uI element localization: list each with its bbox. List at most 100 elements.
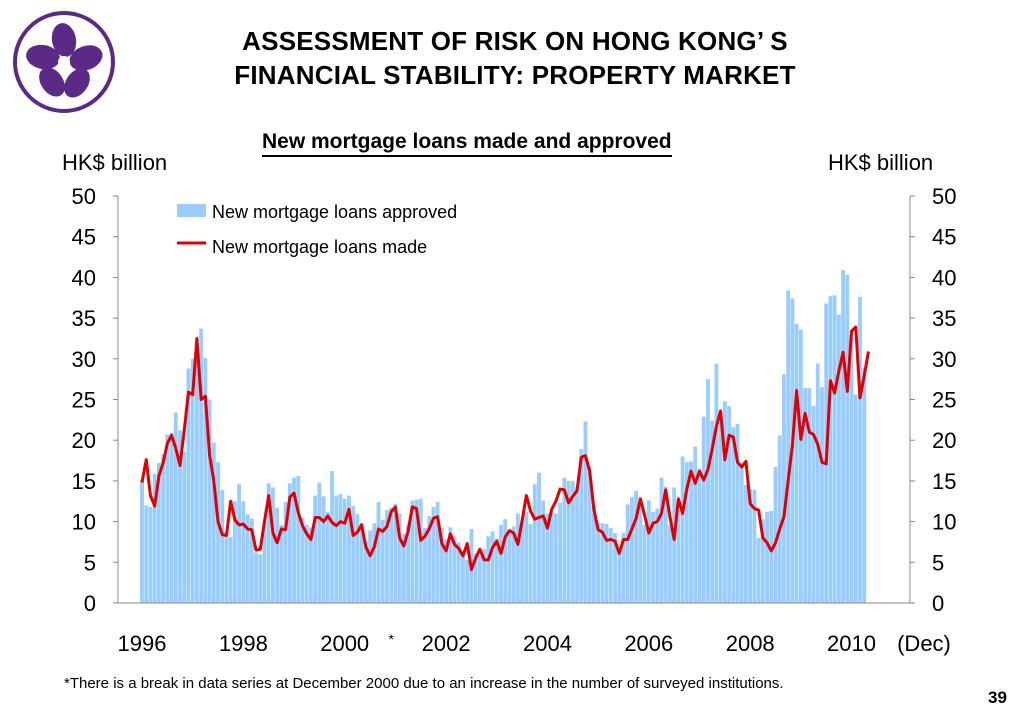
bar-approved [144, 505, 149, 603]
y-tick-label-left: 45 [72, 225, 96, 250]
x-tick-label: 2008 [726, 631, 775, 656]
bar-approved [325, 511, 330, 603]
bar-approved [617, 549, 622, 603]
bar-approved [836, 314, 841, 603]
bar-approved [706, 379, 710, 603]
page-number: 39 [988, 688, 1007, 707]
y-tick-label-left: 50 [72, 184, 96, 209]
bar-approved [845, 274, 850, 603]
bar-approved [722, 401, 727, 603]
bar-approved [554, 513, 558, 603]
bar-approved [423, 528, 427, 603]
bar-approved [756, 537, 761, 603]
bar-approved [511, 526, 516, 603]
x-tick-label: 2004 [523, 631, 572, 656]
bar-approved [389, 507, 394, 603]
bar-approved [216, 462, 220, 603]
bar-approved [718, 415, 723, 603]
bar-approved [596, 522, 601, 603]
bar-approved [207, 399, 212, 603]
chart-title: New mortgage loans made and approved [262, 130, 672, 157]
slide-title-line1: ASSESSMENT OF RISK ON HONG KONG’ S [242, 26, 788, 56]
bar-approved [782, 374, 786, 603]
y-tick-label-right: 5 [932, 550, 944, 575]
bar-approved [477, 555, 482, 603]
bar-approved [296, 476, 301, 603]
bar-approved [676, 510, 681, 603]
bar-approved [714, 363, 719, 603]
bar-approved [368, 530, 372, 603]
slide-title: ASSESSMENT OF RISK ON HONG KONG’ S FINAN… [120, 24, 910, 92]
x-tick-label: 2006 [624, 631, 673, 656]
bar-approved [777, 435, 782, 603]
bar-approved [376, 502, 381, 603]
bar-approved [545, 513, 550, 603]
bar-approved [579, 449, 584, 603]
x-tick-label: 2010 [827, 631, 876, 656]
bar-approved [435, 502, 440, 603]
bar-approved [575, 486, 579, 603]
bar-approved [448, 527, 453, 603]
bar-approved [431, 506, 436, 603]
bar-approved [321, 496, 326, 603]
y-tick-label-left: 0 [84, 591, 96, 616]
bar-approved [427, 515, 432, 603]
bar-approved [849, 337, 854, 603]
bar-approved [266, 483, 271, 603]
bar-approved [583, 421, 588, 603]
bar-approved [211, 442, 216, 603]
bar-approved [642, 524, 647, 603]
bar-approved [161, 454, 166, 603]
bar-approved [275, 507, 280, 603]
bar-approved [165, 434, 170, 603]
bar-approved [659, 477, 664, 603]
bar-approved [672, 487, 677, 603]
bar-approved [748, 489, 753, 603]
bar-approved [292, 477, 296, 603]
legend: New mortgage loans approved New mortgage… [177, 202, 457, 257]
bar-approved [853, 394, 858, 603]
bar-approved [701, 416, 706, 603]
bar-approved [592, 505, 596, 603]
bar-approved [760, 519, 765, 603]
tick-labels: 0 0 5 5 10 10 15 15 20 20 25 25 30 30 35 35 40 40 45 45 50 50… [72, 184, 957, 656]
bar-approved [503, 519, 508, 603]
bar-approved [494, 538, 499, 603]
chart-axes [113, 195, 915, 604]
bars-approved [140, 270, 867, 603]
bar-approved [828, 296, 833, 603]
bar-approved [148, 506, 153, 603]
line-made [140, 325, 870, 572]
bar-approved [727, 406, 731, 603]
bar-approved [689, 461, 693, 603]
bar-approved [228, 537, 233, 603]
bar-approved [621, 533, 626, 603]
y-tick-label-left: 25 [72, 388, 96, 413]
bar-approved [604, 524, 609, 603]
bar-approved [680, 456, 685, 603]
bar-approved [663, 486, 668, 603]
y-tick-label-right: 45 [932, 225, 956, 250]
bar-approved [528, 524, 533, 603]
break-marker: * [388, 631, 394, 647]
bar-approved [710, 420, 715, 603]
bar-approved [693, 446, 698, 603]
bar-approved [190, 358, 195, 603]
bar-approved [283, 502, 288, 603]
bar-approved [452, 536, 457, 603]
bar-approved [461, 551, 465, 603]
bar-approved [570, 480, 575, 603]
bar-approved [152, 473, 157, 603]
bar-approved [414, 499, 419, 603]
bar-approved [233, 501, 237, 603]
bar-approved [549, 511, 554, 603]
bar-approved [351, 506, 356, 603]
bar-approved [342, 498, 347, 603]
bar-approved [773, 467, 778, 603]
bar-approved [195, 346, 199, 603]
bar-approved [803, 388, 807, 603]
bar-approved [169, 432, 174, 603]
bar-approved [456, 542, 461, 603]
bar-approved [562, 477, 567, 603]
